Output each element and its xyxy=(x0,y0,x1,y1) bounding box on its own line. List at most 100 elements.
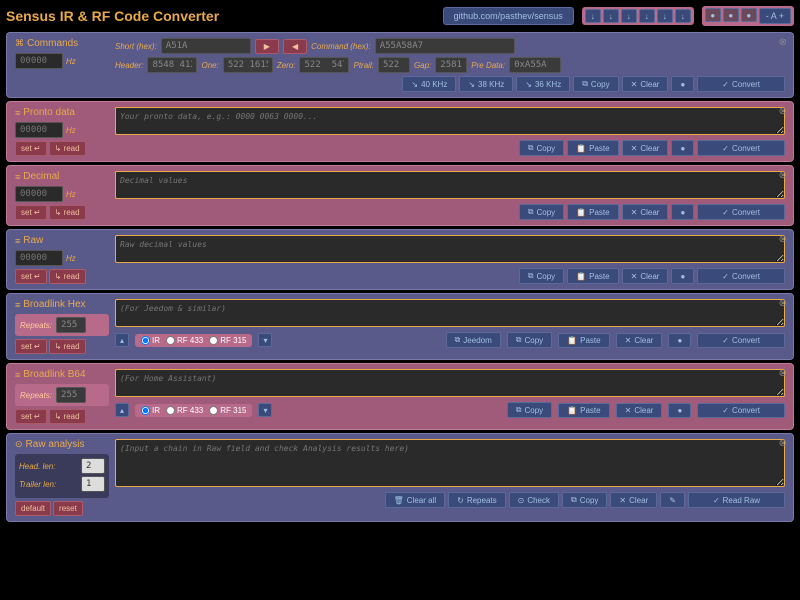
clear-button[interactable]: ✕ Clear xyxy=(622,140,669,156)
rf433-radio[interactable]: RF 433 xyxy=(166,336,203,345)
clear-button[interactable]: ✕ Clear xyxy=(622,268,669,284)
set-button[interactable]: set ↵ xyxy=(15,269,47,284)
command-input[interactable] xyxy=(375,38,515,54)
close-icon[interactable]: ⊗ xyxy=(779,438,787,449)
jeedom-button[interactable]: ⧉ Jeedom xyxy=(446,332,501,348)
paste-button[interactable]: 📋 Paste xyxy=(567,140,618,156)
tool-button[interactable]: ● xyxy=(671,268,694,284)
copy-button[interactable]: ⧉ Copy xyxy=(562,492,607,508)
pronto-textarea[interactable] xyxy=(115,107,785,135)
bb64-textarea[interactable] xyxy=(115,369,785,397)
decimal-textarea[interactable] xyxy=(115,171,785,199)
toolbar-icon[interactable]: ↓ xyxy=(675,9,691,23)
clear-button[interactable]: ✕ Clear xyxy=(616,403,663,418)
convert-button[interactable]: ✓ Convert xyxy=(697,403,785,418)
convert-button[interactable]: ✓ Convert xyxy=(697,204,785,220)
paste-button[interactable]: 📋 Paste xyxy=(558,333,609,348)
clear-button[interactable]: ✕ Clear xyxy=(610,492,657,508)
close-icon[interactable]: ⊗ xyxy=(779,234,787,245)
head-len-input[interactable] xyxy=(81,458,105,474)
read-button[interactable]: ↳ read xyxy=(49,409,86,424)
check-button[interactable]: ⊙ Check xyxy=(509,492,559,508)
toolbar-icon[interactable]: ↓ xyxy=(621,9,637,23)
font-size-button[interactable]: - A + xyxy=(759,8,791,24)
collapse-button[interactable]: ▴ xyxy=(115,403,129,417)
tool-button[interactable]: ● xyxy=(668,333,691,348)
read-button[interactable]: ↳ read xyxy=(49,269,86,284)
tool-button[interactable]: ● xyxy=(671,204,694,220)
predata-input[interactable] xyxy=(509,57,561,73)
convert-button[interactable]: ✓ Convert xyxy=(697,140,785,156)
set-button[interactable]: set ↵ xyxy=(15,339,47,354)
copy-button[interactable]: ⧉ Copy xyxy=(519,268,564,284)
short-input[interactable] xyxy=(161,38,251,54)
close-icon[interactable]: ⊗ xyxy=(779,106,787,117)
close-icon[interactable]: ⊗ xyxy=(779,368,787,379)
freq-38-button[interactable]: ↘ 38 KHz xyxy=(459,76,513,92)
tool-button[interactable]: ✎ xyxy=(660,492,685,508)
trail-len-input[interactable] xyxy=(81,476,105,492)
tool-button[interactable]: ● xyxy=(668,403,691,418)
close-icon[interactable]: ⊗ xyxy=(779,37,787,48)
ptrail-input[interactable] xyxy=(378,57,410,73)
repeats-input[interactable] xyxy=(56,317,86,333)
toolbar-icon[interactable]: ● xyxy=(723,8,739,22)
ir-radio[interactable]: IR xyxy=(141,406,160,415)
copy-button[interactable]: ⧉ Copy xyxy=(519,204,564,220)
copy-button[interactable]: ⧉ Copy xyxy=(573,76,618,92)
rf433-radio[interactable]: RF 433 xyxy=(166,406,203,415)
copy-button[interactable]: ⧉ Copy xyxy=(507,402,552,418)
close-icon[interactable]: ⊗ xyxy=(779,298,787,309)
read-button[interactable]: ↳ read xyxy=(49,141,86,156)
freq-input[interactable] xyxy=(15,53,63,69)
freq-36-button[interactable]: ↘ 36 KHz xyxy=(516,76,570,92)
set-button[interactable]: set ↵ xyxy=(15,205,47,220)
toolbar-icon[interactable]: ↓ xyxy=(603,9,619,23)
paste-button[interactable]: 📋 Paste xyxy=(558,403,609,418)
right-button[interactable]: ▶ xyxy=(255,39,279,54)
read-button[interactable]: ↳ read xyxy=(49,205,86,220)
freq-input[interactable] xyxy=(15,186,63,202)
left-button[interactable]: ◀ xyxy=(283,39,307,54)
clear-all-button[interactable]: 🗑 Clear all xyxy=(385,492,446,508)
bhex-textarea[interactable] xyxy=(115,299,785,327)
repeats-input[interactable] xyxy=(56,387,86,403)
read-button[interactable]: ↳ read xyxy=(49,339,86,354)
toolbar-icon[interactable]: ↓ xyxy=(657,9,673,23)
tool-button[interactable]: ● xyxy=(671,140,694,156)
tool-button[interactable]: ● xyxy=(671,76,694,92)
rf315-radio[interactable]: RF 315 xyxy=(209,336,246,345)
reset-button[interactable]: reset xyxy=(53,501,83,516)
default-button[interactable]: default xyxy=(15,501,51,516)
clear-button[interactable]: ✕ Clear xyxy=(622,204,669,220)
freq-input[interactable] xyxy=(15,250,63,266)
set-button[interactable]: set ↵ xyxy=(15,141,47,156)
gap-input[interactable] xyxy=(435,57,467,73)
collapse-button[interactable]: ▴ xyxy=(115,333,129,347)
zero-input[interactable] xyxy=(299,57,349,73)
rf315-radio[interactable]: RF 315 xyxy=(209,406,246,415)
toolbar-icon[interactable]: ● xyxy=(705,8,721,22)
copy-button[interactable]: ⧉ Copy xyxy=(507,332,552,348)
convert-button[interactable]: ✓ Convert xyxy=(697,268,785,284)
freq-40-button[interactable]: ↘ 40 KHz xyxy=(402,76,456,92)
repeats-button[interactable]: ↻ Repeats xyxy=(448,492,506,508)
header-input[interactable] xyxy=(147,57,197,73)
expand-button[interactable]: ▾ xyxy=(258,333,272,347)
paste-button[interactable]: 📋 Paste xyxy=(567,204,618,220)
toolbar-icon[interactable]: ● xyxy=(741,8,757,22)
clear-button[interactable]: ✕ Clear xyxy=(616,333,663,348)
one-input[interactable] xyxy=(223,57,273,73)
set-button[interactable]: set ↵ xyxy=(15,409,47,424)
freq-input[interactable] xyxy=(15,122,63,138)
read-raw-button[interactable]: ✓ Read Raw xyxy=(688,492,785,508)
toolbar-icon[interactable]: ↓ xyxy=(639,9,655,23)
analysis-textarea[interactable] xyxy=(115,439,785,487)
convert-button[interactable]: ✓ Convert xyxy=(697,76,785,92)
github-link[interactable]: github.com/pasthev/sensus xyxy=(443,7,574,25)
raw-textarea[interactable] xyxy=(115,235,785,263)
paste-button[interactable]: 📋 Paste xyxy=(567,268,618,284)
close-icon[interactable]: ⊗ xyxy=(779,170,787,181)
expand-button[interactable]: ▾ xyxy=(258,403,272,417)
ir-radio[interactable]: IR xyxy=(141,336,160,345)
